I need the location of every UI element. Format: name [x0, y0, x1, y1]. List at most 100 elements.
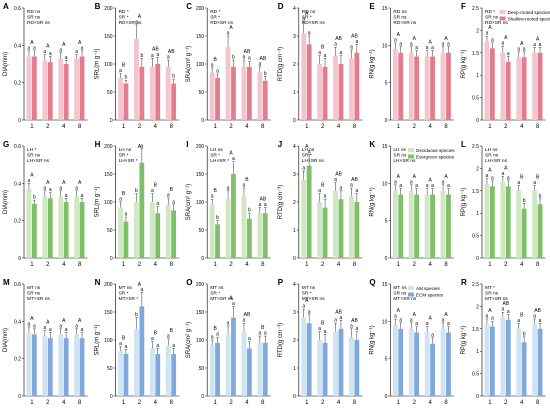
significance-letter: a [507, 175, 510, 181]
y-tick-label: 200 [104, 144, 113, 150]
group-letter: A [229, 151, 233, 157]
significance-letter: a [167, 333, 170, 339]
significance-letter: b [523, 198, 526, 204]
x-tick-label: 1 [488, 124, 492, 130]
bar [440, 52, 446, 120]
x-tick-label: 4 [154, 124, 158, 130]
panel-label: H [95, 140, 101, 149]
bar [521, 57, 527, 120]
significance-letter: a [248, 336, 251, 342]
y-tick-label: 0 [110, 256, 113, 262]
significance-letter: a [125, 212, 128, 218]
x-tick-label: 2 [413, 262, 417, 268]
significance-letter: a [172, 199, 175, 205]
bar [231, 317, 236, 396]
bar [58, 334, 64, 396]
y-tick-label: 0.5 [472, 96, 479, 102]
group-letter: AB [335, 171, 342, 177]
group-letter: A [413, 312, 417, 318]
bar [322, 207, 328, 258]
stat-text: MT ns [302, 285, 316, 291]
panel-label: N [95, 278, 101, 287]
bar [31, 334, 37, 396]
y-tick-label: 1 [293, 228, 296, 234]
significance-letter: a [156, 201, 159, 207]
y-axis-label: RP(g kg⁻¹) [461, 188, 467, 217]
y-axis-label: DIA(mm) [3, 190, 9, 214]
significance-letter: a [350, 45, 353, 51]
stat-text: MT * [485, 285, 495, 291]
group-letter: AB [335, 36, 342, 42]
significance-letter: a [410, 317, 413, 323]
bar [537, 204, 543, 258]
bar [241, 66, 247, 120]
y-tick-label: 200 [104, 6, 113, 12]
y-tick-label: 0 [385, 394, 388, 400]
group-letter: A [305, 144, 309, 150]
significance-letter: a [65, 327, 68, 333]
bar [317, 64, 323, 120]
x-tick-label: 8 [170, 124, 174, 130]
bar [398, 194, 404, 258]
bar [209, 72, 215, 120]
y-axis-label: SRL(m g⁻¹) [95, 187, 101, 218]
stat-text: SR ns [485, 153, 499, 159]
significance-letter: b [248, 208, 251, 214]
y-tick-label: 4 [293, 6, 296, 12]
bar [171, 354, 177, 396]
significance-letter: a [75, 185, 78, 191]
bar [123, 221, 129, 258]
significance-letter: a [415, 321, 418, 327]
stat-text: SR ns [393, 15, 407, 21]
x-tick-label: 4 [428, 262, 432, 268]
x-tick-label: 8 [170, 262, 174, 268]
x-tick-label: 1 [122, 400, 126, 406]
significance-letter: a [156, 52, 159, 58]
bar [301, 317, 307, 396]
legend-label: AM species [416, 286, 440, 291]
significance-letter: a [33, 45, 36, 51]
bar [225, 334, 231, 396]
y-tick-label: 0.6 [14, 282, 21, 288]
significance-letter: a [340, 185, 343, 191]
bar [414, 332, 420, 396]
y-tick-label: 15 [382, 282, 388, 288]
x-tick-label: 1 [305, 400, 309, 406]
group-letter: B [536, 174, 540, 180]
group-letter: B [213, 57, 217, 63]
x-tick-label: 8 [536, 400, 540, 406]
x-tick-label: 4 [62, 262, 66, 268]
significance-letter: a [264, 331, 267, 337]
x-tick-label: 8 [78, 124, 82, 130]
significance-letter: a [324, 53, 327, 59]
y-tick-label: 2.5 [472, 144, 479, 150]
significance-letter: a [211, 335, 214, 341]
bar [532, 190, 538, 258]
bar [26, 332, 32, 396]
bar [63, 338, 69, 396]
bar [262, 213, 268, 258]
bar [31, 56, 37, 120]
x-tick-label: 1 [488, 400, 492, 406]
significance-letter: a [334, 318, 337, 324]
panel-C: C SRA(cm² g⁻¹) 0 50 100 150 200 RD *SR *RD×SR n… [186, 2, 271, 130]
bar [354, 202, 360, 258]
group-letter: B [170, 328, 174, 334]
significance-letter: a [81, 327, 84, 333]
x-tick-label: 4 [154, 400, 158, 406]
significance-letter: a [156, 343, 159, 349]
significance-letter: a [43, 49, 46, 55]
bar [241, 331, 247, 396]
significance-letter: a [442, 41, 445, 47]
y-tick-label: 1.5 [472, 189, 479, 195]
x-tick-label: 8 [261, 400, 265, 406]
panel-label: Q [369, 278, 375, 287]
legend-label: Evergreen species [416, 154, 455, 159]
bar [392, 49, 398, 120]
x-tick-label: 4 [337, 400, 341, 406]
bar [424, 194, 430, 258]
x-tick-label: 2 [321, 124, 325, 130]
significance-letter: a [151, 188, 154, 194]
